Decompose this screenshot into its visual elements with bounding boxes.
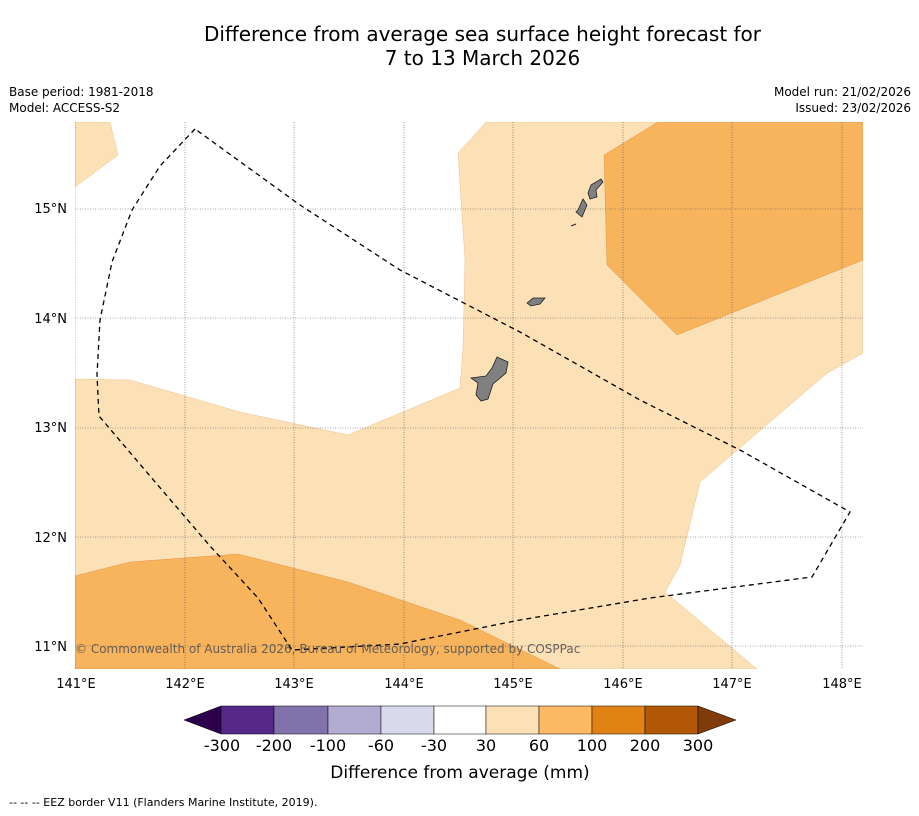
base-period-text: Base period: 1981-2018 — [9, 85, 154, 99]
colorbar-tick: -200 — [256, 736, 292, 755]
colorbar-bin — [380, 705, 435, 735]
lon-label-144: 144°E — [384, 677, 424, 692]
colorbar-tick: -30 — [421, 736, 447, 755]
lon-label-143: 143°E — [274, 677, 314, 692]
colorbar-bin — [644, 705, 699, 735]
colorbar-bin — [485, 705, 540, 735]
colorbar-bin — [591, 705, 646, 735]
map-panel: © Commonwealth of Australia 2026, Bureau… — [75, 122, 863, 669]
colorbar-label: Difference from average (mm) — [330, 763, 589, 783]
colorbar-bin — [327, 705, 382, 735]
lat-label-11: 11°N — [34, 640, 67, 655]
colorbar-bin — [433, 705, 487, 735]
lat-label-13: 13°N — [34, 421, 67, 436]
island-aguijan — [570, 223, 577, 227]
info-left: Base period: 1981-2018 Model: ACCESS-S2 — [9, 84, 154, 116]
colorbar: -300 -200 -100 -60 -30 30 60 100 200 300… — [183, 705, 737, 783]
colorbar-tick: 30 — [476, 736, 496, 755]
colorbar-bin — [538, 705, 593, 735]
anomaly-region-60-100-east — [603, 122, 863, 336]
issued-text: Issued: 23/02/2026 — [795, 101, 911, 115]
colorbar-tick: 200 — [630, 736, 661, 755]
copyright-text: © Commonwealth of Australia 2026, Bureau… — [75, 642, 580, 656]
graticule-lines — [75, 122, 863, 669]
eez-footnote: -- -- -- EEZ border V11 (Flanders Marine… — [9, 796, 318, 809]
colorbar-bin — [273, 705, 329, 735]
island-tinian — [575, 198, 588, 218]
colorbar-tick: 60 — [529, 736, 549, 755]
colorbar-tick: -300 — [204, 736, 240, 755]
latitude-axis: 15°N 14°N 13°N 12°N 11°N — [34, 202, 67, 655]
longitude-axis: 141°E 142°E 143°E 144°E 145°E 146°E 147°… — [56, 677, 862, 692]
island-saipan — [587, 178, 604, 200]
lat-label-15: 15°N — [34, 202, 67, 217]
colorbar-tick: 100 — [577, 736, 608, 755]
lat-label-14: 14°N — [34, 312, 67, 327]
colorbar-extend-low — [183, 705, 222, 735]
colorbar-tick: -60 — [368, 736, 394, 755]
island-guam — [469, 356, 509, 402]
anomaly-region-30-60-corner — [75, 122, 119, 188]
anomaly-region-60-100-south — [75, 553, 561, 669]
lon-label-141: 141°E — [56, 677, 96, 692]
island-rota — [526, 297, 546, 307]
lon-label-147: 147°E — [712, 677, 752, 692]
lon-label-142: 142°E — [165, 677, 205, 692]
model-run-text: Model run: 21/02/2026 — [773, 85, 911, 99]
title-line-1: Difference from average sea surface heig… — [203, 22, 762, 46]
title-line-2: 7 to 13 March 2026 — [384, 46, 581, 70]
colorbar-tick: -100 — [310, 736, 346, 755]
lon-label-145: 145°E — [493, 677, 533, 692]
lon-label-146: 146°E — [603, 677, 643, 692]
colorbar-tick: 300 — [683, 736, 714, 755]
colorbar-extend-high — [697, 705, 737, 735]
lon-label-148: 148°E — [822, 677, 862, 692]
colorbar-bin — [220, 705, 275, 735]
model-text: Model: ACCESS-S2 — [9, 101, 121, 115]
chart-title: Difference from average sea surface heig… — [0, 22, 919, 70]
lat-label-12: 12°N — [34, 531, 67, 546]
info-right: Model run: 21/02/2026 Issued: 23/02/2026 — [774, 84, 911, 116]
